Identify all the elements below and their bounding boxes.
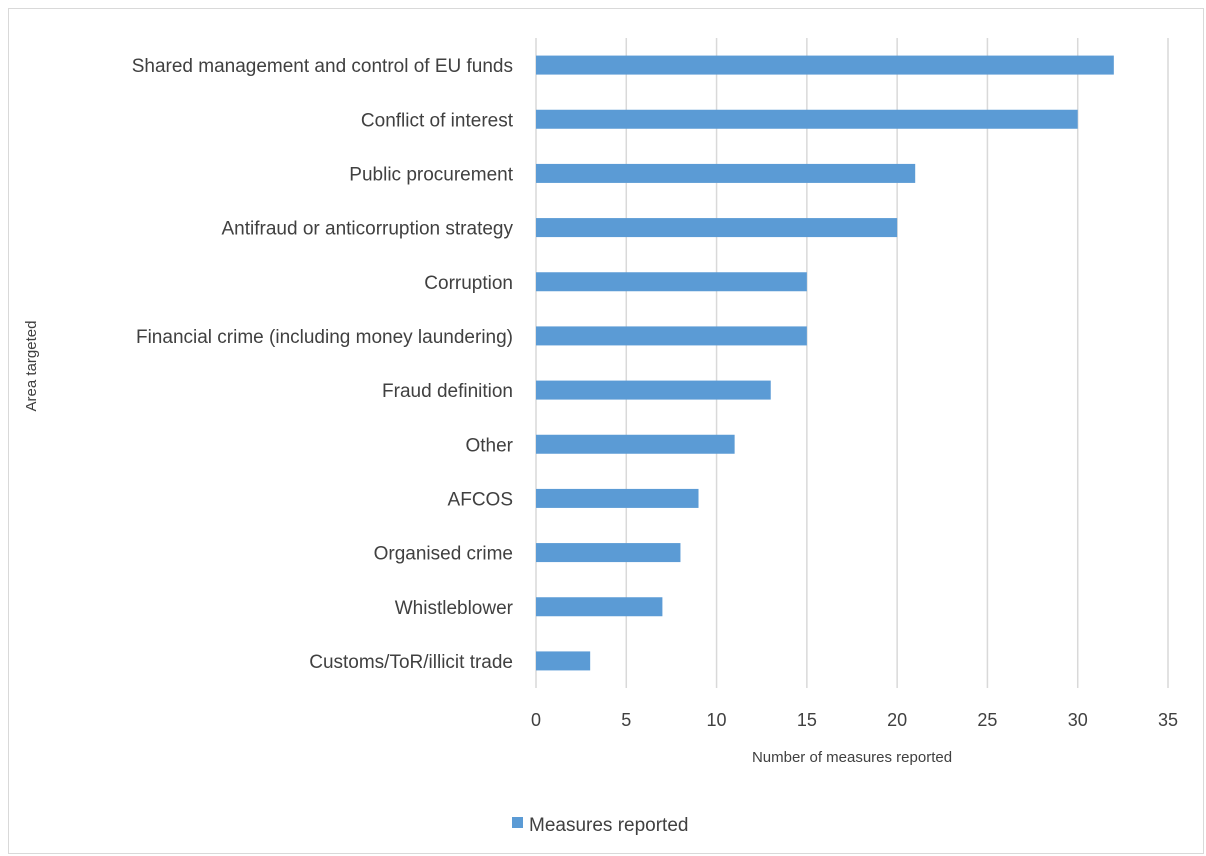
x-tick-label: 35 — [1158, 710, 1178, 730]
category-label: Other — [465, 435, 513, 456]
bar — [536, 218, 898, 238]
bar — [536, 380, 771, 400]
category-label: Antifraud or anticorruption strategy — [222, 219, 514, 240]
bars — [536, 55, 1114, 671]
bar — [536, 109, 1078, 129]
bar — [536, 597, 663, 617]
legend-label: Measures reported — [529, 815, 688, 836]
chart-frame — [8, 8, 1204, 854]
x-tick-label: 0 — [531, 710, 541, 730]
category-label: Corruption — [424, 273, 513, 294]
bar — [536, 488, 699, 508]
bar — [536, 434, 735, 454]
category-label: Conflict of interest — [361, 110, 514, 131]
gridlines — [535, 38, 1169, 688]
y-axis-title: Area targeted — [23, 321, 40, 412]
bar — [536, 163, 916, 183]
category-label: Organised crime — [374, 544, 513, 565]
bar — [536, 272, 807, 292]
category-label: Financial crime (including money launder… — [136, 327, 513, 348]
x-tick-labels: 0 5 10 15 20 25 30 35 — [531, 710, 1178, 730]
x-tick-label: 10 — [707, 710, 727, 730]
category-label: Shared management and control of EU fund… — [132, 56, 513, 77]
category-labels: Shared management and control of EU fund… — [132, 56, 514, 673]
bar — [536, 651, 591, 671]
category-label: Customs/ToR/illicit trade — [309, 652, 513, 673]
x-axis-title: Number of measures reported — [752, 749, 952, 766]
bar — [536, 543, 681, 563]
x-tick-label: 30 — [1068, 710, 1088, 730]
x-tick-label: 15 — [797, 710, 817, 730]
bar — [536, 55, 1114, 75]
bar — [536, 326, 807, 346]
category-label: Fraud definition — [382, 381, 513, 402]
legend-swatch — [512, 817, 523, 828]
category-label: Whistleblower — [395, 598, 514, 619]
legend: Measures reported — [512, 815, 688, 836]
category-label: AFCOS — [448, 489, 513, 510]
x-tick-label: 25 — [977, 710, 997, 730]
x-tick-label: 20 — [887, 710, 907, 730]
x-tick-label: 5 — [621, 710, 631, 730]
category-label: Public procurement — [349, 164, 513, 185]
